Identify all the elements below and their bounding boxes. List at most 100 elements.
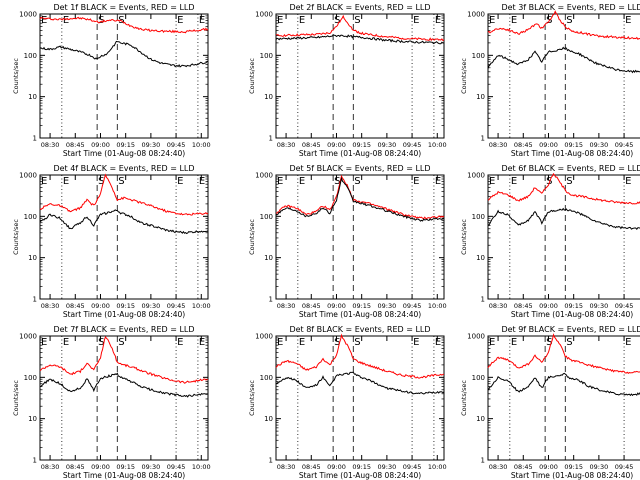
chart-panel: Det 3f BLACK = Events, RED = LLDEESSEE11… xyxy=(460,3,640,158)
series-line-lld xyxy=(487,172,640,205)
marker-label: S xyxy=(98,15,104,26)
y-tick-label: 100 xyxy=(472,52,485,60)
x-tick-label: 09:00 xyxy=(327,463,346,471)
y-tick-label: 10 xyxy=(264,93,273,101)
x-tick-label: 09:15 xyxy=(352,463,371,471)
marker-label: S xyxy=(334,15,340,26)
y-axis-label: Counts/sec xyxy=(460,380,468,416)
marker-label: E xyxy=(199,176,205,187)
marker-label: E xyxy=(177,337,183,348)
chart-title: Det 3f BLACK = Events, RED = LLD xyxy=(501,3,640,12)
x-tick-label: 09:30 xyxy=(142,141,161,149)
x-tick-label: 09:15 xyxy=(564,302,583,310)
x-tick-label: 10:00 xyxy=(428,302,447,310)
marker-label: E xyxy=(625,15,631,26)
marker-label: S xyxy=(334,176,340,187)
series-line-lld xyxy=(275,174,445,220)
marker-label: E xyxy=(625,337,631,348)
series-line-events xyxy=(487,46,640,74)
x-tick-label: 09:45 xyxy=(167,141,186,149)
marker-label: S xyxy=(354,337,360,348)
x-tick-label: 08:45 xyxy=(66,302,85,310)
marker-label: E xyxy=(413,337,419,348)
y-tick-label: 10 xyxy=(476,254,485,262)
series-line-events xyxy=(39,209,209,235)
marker-label: S xyxy=(354,176,360,187)
x-tick-label: 09:45 xyxy=(403,141,422,149)
y-tick-label: 1 xyxy=(481,296,485,304)
marker-label: E xyxy=(511,176,517,187)
y-tick-label: 10 xyxy=(476,93,485,101)
x-tick-label: 08:45 xyxy=(514,463,533,471)
marker-label: E xyxy=(277,337,283,348)
x-tick-label: 08:45 xyxy=(302,463,321,471)
x-tick-label: 09:00 xyxy=(327,302,346,310)
chart-title: Det 8f BLACK = Events, RED = LLD xyxy=(289,325,430,334)
x-tick-label: 09:00 xyxy=(91,463,110,471)
x-tick-label: 09:30 xyxy=(378,302,397,310)
plot-frame xyxy=(487,335,640,461)
x-tick-label: 09:45 xyxy=(615,302,634,310)
chart-panel: Det 7f BLACK = Events, RED = LLD E E S S E E 1 1… xyxy=(12,325,211,480)
x-tick-label: 10:00 xyxy=(192,141,211,149)
series-line-lld xyxy=(39,16,209,34)
x-tick-label: 08:30 xyxy=(489,302,508,310)
y-axis-label: Counts/sec xyxy=(460,219,468,255)
series-line-events xyxy=(275,176,445,222)
marker-label: S xyxy=(566,176,572,187)
y-tick-label: 100 xyxy=(260,374,273,382)
marker-label: S xyxy=(566,15,572,26)
x-tick-label: 09:30 xyxy=(590,302,609,310)
y-tick-label: 1 xyxy=(481,457,485,465)
y-axis-label: Counts/sec xyxy=(248,58,256,94)
series-line-lld xyxy=(275,333,445,379)
y-tick-label: 10 xyxy=(28,415,37,423)
series-line-events xyxy=(39,372,209,398)
x-axis-label: Start Time (01-Aug-08 08:24:40) xyxy=(511,310,633,319)
y-axis-label: Counts/sec xyxy=(12,58,20,94)
chart-panel: Det 6f BLACK = Events, RED = LLDEESSEE11… xyxy=(460,164,640,319)
marker-label: S xyxy=(566,337,572,348)
x-tick-label: 09:45 xyxy=(403,302,422,310)
y-tick-label: 100 xyxy=(260,52,273,60)
x-tick-label: 08:30 xyxy=(41,463,60,471)
x-axis-label: Start Time (01-Aug-08 08:24:40) xyxy=(299,471,421,480)
x-tick-label: 09:00 xyxy=(539,141,558,149)
marker-label: E xyxy=(41,337,47,348)
plot-frame xyxy=(275,174,445,300)
y-tick-label: 100 xyxy=(24,52,37,60)
x-tick-label: 09:00 xyxy=(91,141,110,149)
marker-label: E xyxy=(489,176,495,187)
y-tick-label: 1000 xyxy=(467,11,485,19)
marker-label: E xyxy=(489,15,495,26)
x-tick-label: 09:45 xyxy=(615,141,634,149)
x-tick-label: 08:30 xyxy=(41,302,60,310)
marker-label: S xyxy=(334,337,340,348)
chart-title: Det 9f BLACK = Events, RED = LLD xyxy=(501,325,640,334)
y-tick-label: 1 xyxy=(269,296,273,304)
marker-label: E xyxy=(63,176,69,187)
x-tick-label: 09:00 xyxy=(327,141,346,149)
marker-label: E xyxy=(63,337,69,348)
x-tick-label: 09:15 xyxy=(116,302,135,310)
x-tick-label: 08:45 xyxy=(514,302,533,310)
y-tick-label: 100 xyxy=(24,213,37,221)
series-line-lld xyxy=(39,335,209,384)
marker-label: E xyxy=(41,176,47,187)
chart-panel: Det 5f BLACK = Events, RED = LLD E E S S E E 1 1… xyxy=(248,164,447,319)
y-tick-label: 1 xyxy=(269,135,273,143)
marker-label: S xyxy=(118,176,124,187)
x-tick-label: 09:45 xyxy=(615,463,634,471)
x-tick-label: 08:45 xyxy=(66,141,85,149)
x-tick-label: 08:30 xyxy=(489,141,508,149)
x-axis-label: Start Time (01-Aug-08 08:24:40) xyxy=(63,149,185,158)
y-tick-label: 10 xyxy=(28,93,37,101)
chart-title: Det 5f BLACK = Events, RED = LLD xyxy=(289,164,430,173)
x-axis-label: Start Time (01-Aug-08 08:24:40) xyxy=(511,471,633,480)
y-tick-label: 100 xyxy=(472,213,485,221)
marker-label: E xyxy=(299,15,305,26)
series-line-events xyxy=(487,207,640,230)
marker-label: S xyxy=(354,15,360,26)
x-tick-label: 10:00 xyxy=(192,463,211,471)
